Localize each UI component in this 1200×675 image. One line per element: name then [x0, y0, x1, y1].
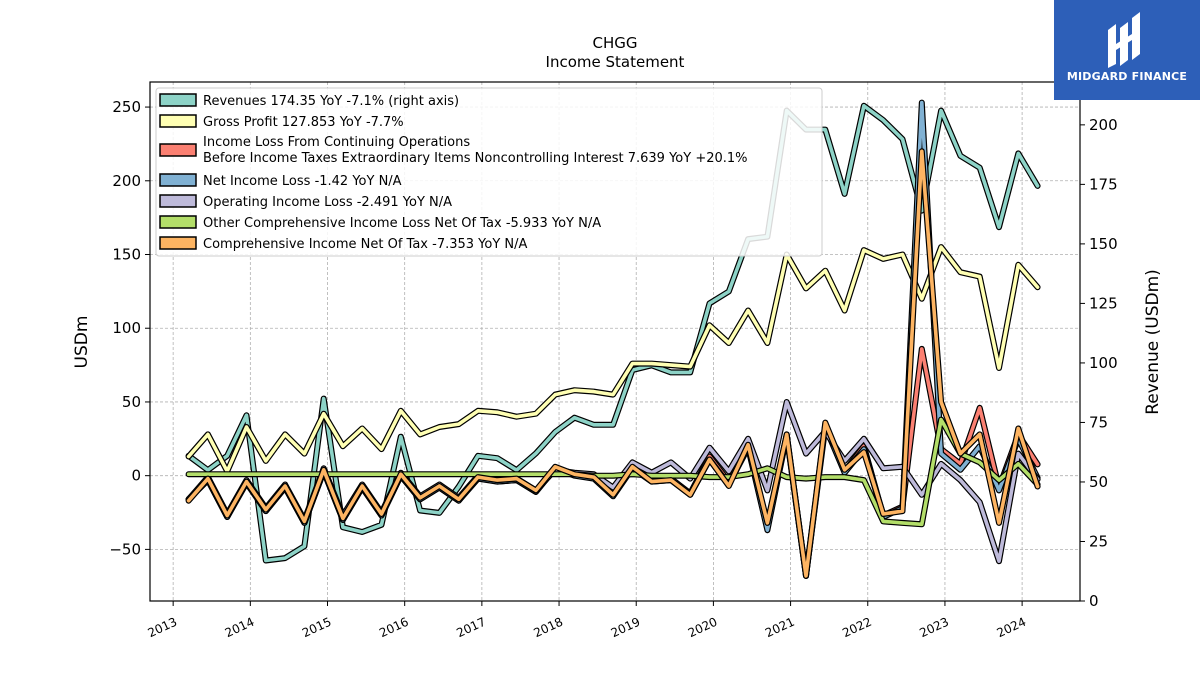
y2-tick-label: 75 [1089, 413, 1108, 431]
y2-tick-label: 175 [1089, 175, 1118, 193]
legend-label-oci: Other Comprehensive Income Loss Net Of T… [203, 216, 601, 231]
y2-axis-label: Revenue (USDm) [1143, 269, 1163, 415]
legend: Revenues 174.35 YoY -7.1% (right axis) Gr… [155, 87, 823, 257]
legend-label-operating: Operating Income Loss -2.491 YoY N/A [203, 195, 452, 210]
x-tick-label: 2019 [609, 615, 643, 641]
x-tick-label: 2023 [917, 615, 951, 641]
y2-tick-label: 0 [1089, 592, 1099, 610]
y2-tick-label: 150 [1089, 235, 1118, 253]
y-tick-label: 50 [122, 393, 141, 411]
legend-swatch-oci [159, 215, 197, 229]
y-tick-label: 100 [112, 319, 141, 337]
x-tick-label: 2021 [763, 615, 797, 641]
legend-swatch-pretax [159, 143, 197, 157]
y-tick-label: −50 [109, 540, 141, 558]
legend-label-pretax: Income Loss From Continuing Operations Be… [203, 135, 748, 166]
x-tick-label: 2014 [223, 615, 257, 641]
legend-label-net_income: Net Income Loss -1.42 YoY N/A [203, 174, 402, 189]
x-tick-label: 2013 [146, 615, 180, 641]
chart-subtitle: Income Statement [546, 53, 685, 71]
y-tick-label: 250 [112, 98, 141, 116]
series-line-revenues [186, 104, 1040, 563]
y2-tick-label: 50 [1089, 473, 1108, 491]
x-tick-label: 2016 [377, 615, 411, 641]
y2-tick-label: 125 [1089, 294, 1118, 312]
y-tick-label: 200 [112, 172, 141, 190]
y-tick-label: 0 [131, 467, 141, 485]
legend-label-comprehensive: Comprehensive Income Net Of Tax -7.353 Y… [203, 237, 528, 252]
logo-text: MIDGARD FINANCE [1066, 70, 1188, 83]
legend-swatch-revenues [159, 93, 197, 107]
series-lines [185, 99, 1041, 579]
legend-box [155, 87, 823, 257]
legend-swatch-operating [159, 194, 197, 208]
x-tick-label: 2017 [454, 615, 488, 641]
legend-label-gross_profit: Gross Profit 127.853 YoY -7.7% [203, 115, 404, 130]
legend-swatch-gross_profit [159, 114, 197, 128]
x-tick-label: 2020 [686, 615, 720, 641]
logo-mark-icon [1108, 12, 1140, 68]
series-line-gross_profit [186, 245, 1040, 474]
legend-label-revenues: Revenues 174.35 YoY -7.1% (right axis) [203, 94, 459, 109]
y2-tick-label: 25 [1089, 532, 1108, 550]
x-tick-label: 2024 [995, 615, 1029, 641]
chart-title: CHGG [593, 34, 638, 52]
y2-tick-label: 100 [1089, 354, 1118, 372]
x-tick-label: 2022 [840, 615, 874, 641]
legend-swatch-comprehensive [159, 236, 197, 250]
series-group [185, 99, 1041, 579]
midgard-finance-logo: MIDGARD FINANCE [1054, 0, 1200, 100]
plot-frame [149, 81, 1081, 602]
series-line-comprehensive [186, 149, 1040, 578]
y-tick-label: 150 [112, 246, 141, 264]
y-axis-label: USDm [72, 316, 92, 369]
legend-swatch-net_income [159, 173, 197, 187]
x-tick-label: 2018 [532, 615, 566, 641]
y2-tick-label: 200 [1089, 116, 1118, 134]
x-tick-label: 2015 [300, 615, 334, 641]
series-line-oci [186, 417, 1040, 527]
